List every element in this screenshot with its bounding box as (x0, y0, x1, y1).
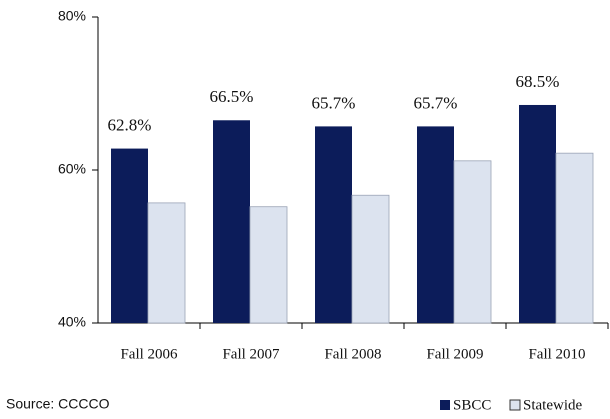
value-label: 68.5% (516, 72, 560, 91)
bar (519, 104, 556, 323)
bar (147, 202, 186, 324)
y-tick-label: 40% (58, 314, 86, 330)
value-label: 66.5% (210, 87, 254, 106)
legend-label: Statewide (523, 397, 582, 413)
source-note: Source: CCCCO (6, 396, 110, 412)
bar (111, 148, 148, 323)
x-tick-label: Fall 2006 (120, 346, 178, 362)
y-tick-label: 60% (58, 161, 86, 177)
legend-swatch (509, 399, 521, 411)
x-tick-label: Fall 2007 (222, 346, 280, 362)
bar (249, 206, 288, 324)
x-tick-label: Fall 2008 (324, 346, 381, 362)
bar (555, 152, 594, 324)
bar (213, 120, 250, 324)
y-tick-label: 80% (58, 8, 86, 24)
value-label: 65.7% (312, 93, 356, 112)
bar (453, 160, 492, 324)
x-tick-label: Fall 2010 (528, 346, 585, 362)
bar (315, 126, 352, 324)
x-tick-label: Fall 2009 (426, 346, 483, 362)
legend-label: SBCC (453, 397, 491, 413)
value-label: 62.8% (108, 115, 152, 134)
bar (351, 194, 390, 324)
legend-swatch (440, 400, 450, 410)
bar (417, 126, 454, 324)
value-label: 65.7% (414, 93, 458, 112)
